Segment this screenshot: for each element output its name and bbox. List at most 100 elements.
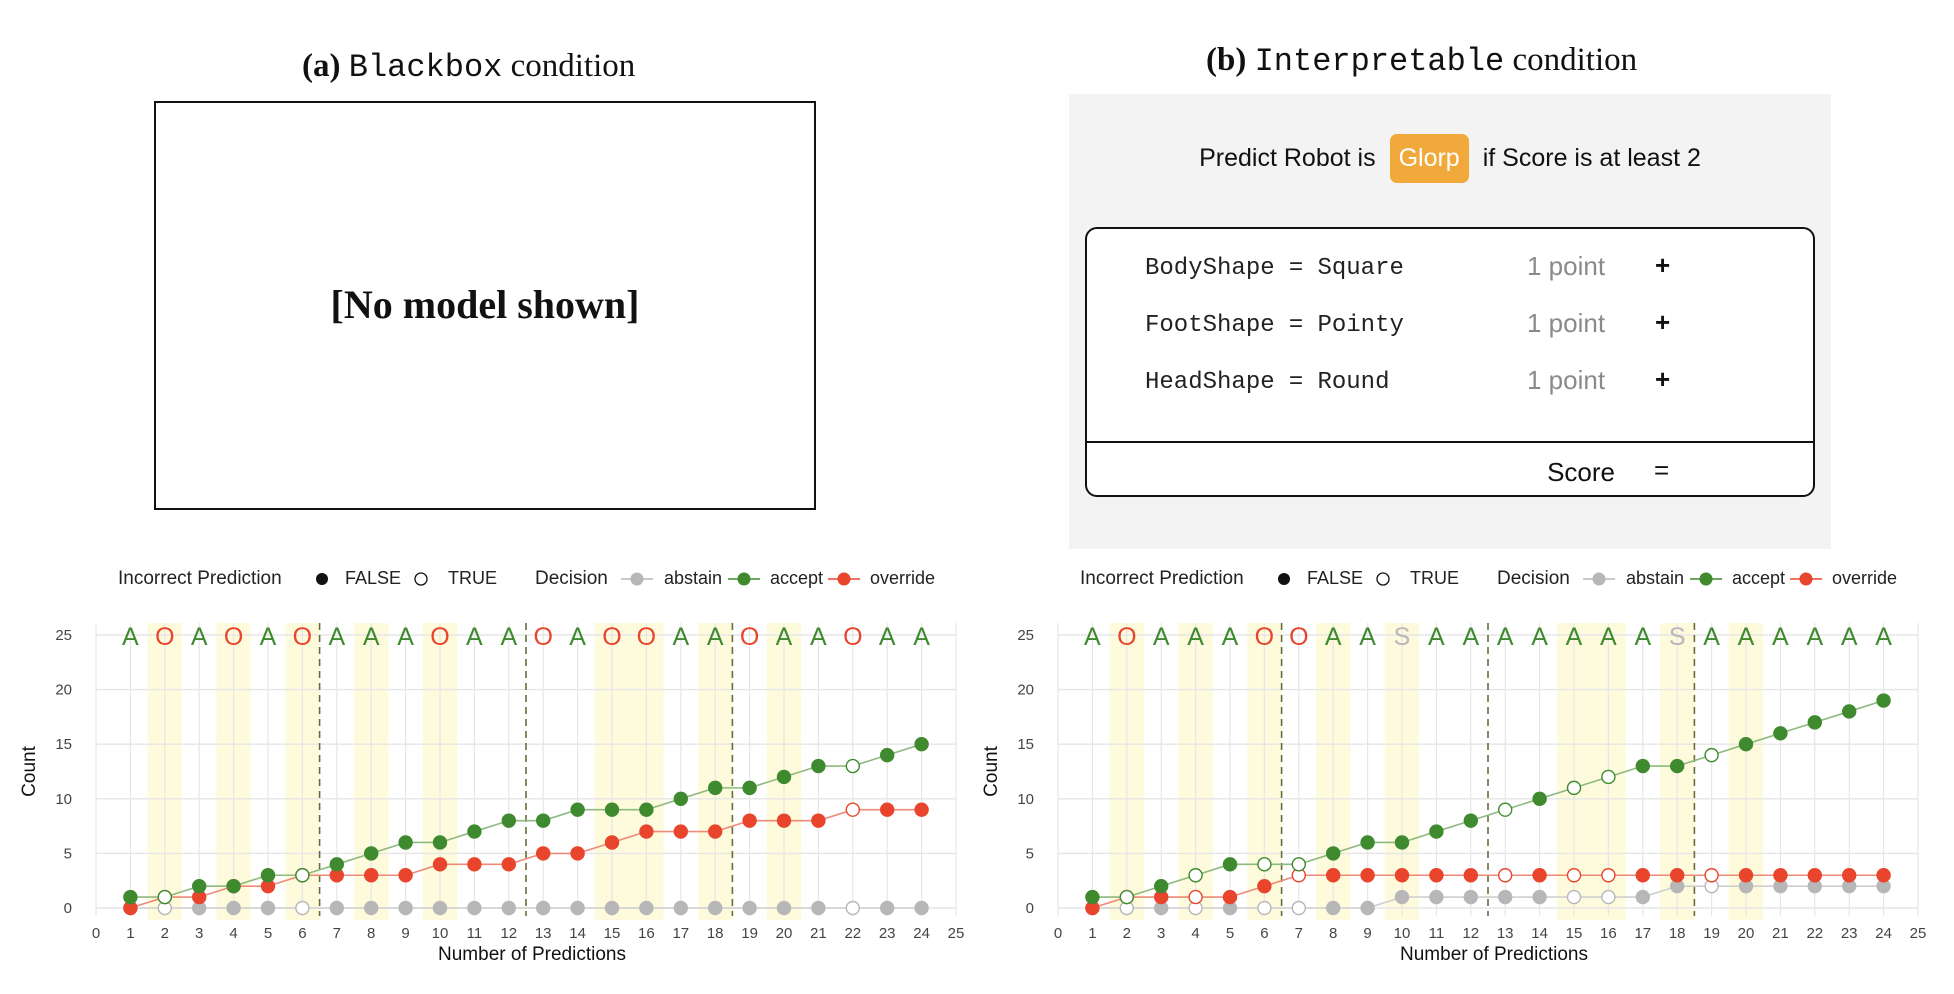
- decision-letter: O: [224, 623, 243, 651]
- abstain-point: [1635, 889, 1650, 905]
- decision-letter: A: [397, 623, 414, 651]
- y-axis-title: Count: [19, 745, 40, 796]
- x-axis-title: Number of Predictions: [438, 944, 626, 965]
- decision-letter: A: [466, 623, 483, 651]
- decision-letter: A: [913, 623, 930, 651]
- override-point: [1498, 868, 1513, 883]
- x-tick-label: 6: [1260, 925, 1268, 942]
- x-tick-label: 7: [333, 925, 341, 942]
- decision-letter: O: [740, 623, 759, 651]
- rule-plus: +: [1655, 250, 1671, 280]
- override-point: [708, 824, 723, 839]
- decision-letter: A: [810, 623, 827, 651]
- panel-b-condition-name: Interpretable: [1254, 43, 1505, 80]
- accept-point: [1532, 791, 1547, 807]
- abstain-point: [1291, 900, 1306, 916]
- override-point: [880, 802, 895, 817]
- accept-point: [1566, 780, 1582, 796]
- y-axis-title: Count: [981, 745, 1002, 796]
- accept-point: [1498, 802, 1513, 817]
- abstain-point: [1463, 889, 1478, 905]
- y-tick-label: 20: [1017, 682, 1034, 699]
- decision-letter: O: [602, 623, 621, 651]
- accept-point: [295, 868, 310, 883]
- accept-point: [673, 791, 688, 807]
- accept-point: [1360, 835, 1375, 850]
- scoring-card: BodyShape = Square 1 point + FootShape =…: [1085, 227, 1815, 497]
- accept-point: [1738, 736, 1754, 752]
- override-point: [1429, 868, 1444, 883]
- accept-point: [1463, 813, 1478, 828]
- abstain-point: [639, 900, 654, 916]
- x-tick-label: 24: [1875, 925, 1892, 942]
- rule-condition: BodyShape = Square: [1145, 253, 1404, 282]
- x-tick-label: 5: [1226, 925, 1234, 942]
- rule-row: FootShape = Pointy 1 point +: [1087, 304, 1813, 344]
- x-tick-label: 21: [1772, 925, 1789, 942]
- x-tick-label: 10: [1394, 925, 1411, 942]
- legend-a: Incorrect Prediction FALSE TRUE Decision…: [118, 564, 938, 594]
- decision-letter: A: [1153, 623, 1170, 651]
- override-point: [776, 813, 792, 828]
- override-point: [1222, 889, 1238, 905]
- abstain-point: [1498, 889, 1513, 905]
- override-point: [1738, 868, 1754, 883]
- blackbox-model-box: [No model shown]: [154, 101, 816, 510]
- abstain-point: [845, 900, 860, 916]
- override-point: [845, 802, 860, 817]
- accept-point: [398, 835, 413, 850]
- interpretable-decisions-chart: 0 1 2 3 4 5 6 7 8 9 10 11 12 13 14 15 16 17 18 19 20 21 22 23 24…: [981, 623, 1926, 965]
- rule-plus: +: [1655, 364, 1671, 394]
- decision-letter: A: [191, 623, 208, 651]
- predicted-class-badge: Glorp: [1389, 133, 1469, 183]
- rule-points: 1 point: [1527, 308, 1606, 338]
- x-tick-label: 8: [1329, 925, 1337, 942]
- legend-false-label: FALSE: [1307, 568, 1364, 588]
- accept-point: [260, 868, 276, 883]
- override-point: [1842, 868, 1857, 883]
- x-tick-label: 8: [367, 925, 375, 942]
- accept-point: [811, 758, 826, 774]
- y-tick-label: 15: [1017, 736, 1034, 753]
- legend-true-marker: [1376, 572, 1390, 586]
- legend-override-marker: [1790, 572, 1822, 586]
- x-tick-label: 5: [264, 925, 272, 942]
- legend-decision-title: Decision: [535, 568, 608, 589]
- accept-point: [1326, 846, 1341, 861]
- x-tick-label: 12: [500, 925, 517, 942]
- accept-point: [1291, 857, 1306, 872]
- rule-feature: FootShape: [1145, 312, 1275, 339]
- override-point: [570, 846, 585, 861]
- x-tick-label: 21: [810, 925, 827, 942]
- decision-letter: A: [1428, 623, 1445, 651]
- y-tick-label: 25: [55, 627, 72, 644]
- abstain-point: [329, 900, 344, 916]
- override-point: [914, 802, 929, 817]
- rule-feature: BodyShape: [1145, 255, 1275, 282]
- abstain-point: [880, 900, 895, 916]
- y-tick-label: 5: [64, 845, 72, 862]
- no-model-placeholder: [No model shown]: [330, 282, 640, 327]
- x-tick-label: 1: [1088, 925, 1096, 942]
- x-tick-label: 20: [1738, 925, 1755, 942]
- legend-decision-title: Decision: [1497, 568, 1570, 589]
- legend-accept-marker: [1690, 572, 1722, 586]
- accept-point: [432, 835, 448, 850]
- rule-value: Pointy: [1317, 312, 1404, 339]
- abstain-point: [673, 900, 688, 916]
- override-point: [1257, 878, 1272, 894]
- predict-prefix: Predict Robot is: [1199, 143, 1376, 172]
- override-point: [364, 868, 379, 883]
- decision-letter: A: [122, 623, 139, 651]
- rule-plus: +: [1655, 307, 1671, 337]
- rule-points: 1 point: [1527, 251, 1606, 281]
- decision-letter: O: [843, 623, 862, 651]
- score-label: Score: [1547, 457, 1615, 487]
- panel-b-title: (b) Interpretable condition: [1206, 42, 1637, 80]
- decision-letter: A: [1359, 623, 1376, 651]
- decision-letter: A: [1531, 623, 1548, 651]
- abstain-point: [776, 900, 792, 916]
- x-tick-label: 17: [672, 925, 689, 942]
- abstain-point: [1360, 900, 1375, 916]
- decision-letter: A: [260, 623, 277, 651]
